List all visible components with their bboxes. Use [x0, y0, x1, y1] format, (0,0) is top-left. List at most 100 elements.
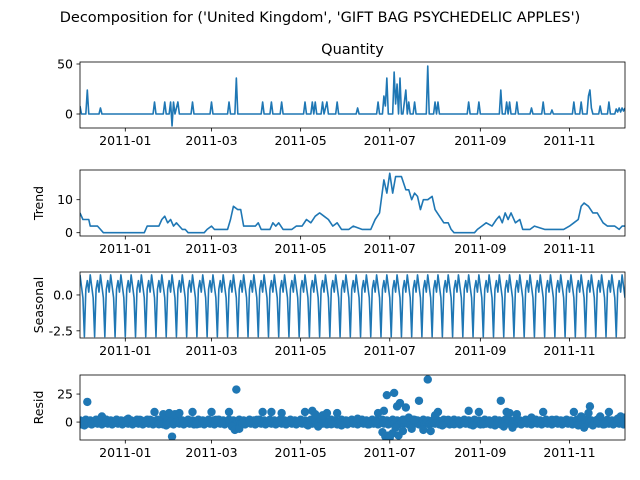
- resid-point: [267, 407, 276, 417]
- seasonal-xtick-label: 2011-11: [543, 343, 595, 358]
- resid-point: [258, 407, 267, 417]
- resid-point: [569, 407, 579, 417]
- observed-xtick-label: 2011-01: [99, 133, 151, 148]
- observed-ytick-label: 0: [65, 107, 73, 122]
- resid-point: [175, 408, 184, 418]
- resid-point: [496, 396, 505, 405]
- seasonal-xtick-label: 2011-01: [99, 343, 151, 358]
- resid-point: [322, 408, 332, 418]
- resid-point: [438, 421, 447, 430]
- resid-point: [410, 415, 419, 425]
- resid-point: [198, 416, 207, 426]
- resid-point: [444, 415, 453, 425]
- resid-ylabel: Resid: [31, 391, 46, 425]
- trend-xtick-label: 2011-09: [454, 241, 506, 256]
- resid-ytick-label: 25: [57, 387, 73, 402]
- resid-point: [188, 407, 197, 417]
- resid-point: [512, 410, 522, 419]
- trend-ylabel: Trend: [31, 186, 46, 221]
- resid-point: [620, 413, 625, 422]
- resid-point: [433, 407, 443, 417]
- resid-point: [533, 417, 542, 427]
- figure-suptitle: Decomposition for ('United Kingdom', 'GI…: [60, 10, 581, 26]
- resid-point: [124, 414, 133, 423]
- trend-data-group: [80, 172, 625, 234]
- resid-point: [499, 422, 508, 431]
- trend-xtick-label: 2011-05: [275, 241, 327, 256]
- panel-resid: 0 25 2011-01 2011-03 2011-05 2011-07 2011-09 20…: [31, 374, 626, 460]
- seasonal-data-group: [80, 274, 625, 338]
- resid-point: [162, 421, 171, 430]
- resid-point: [398, 426, 408, 436]
- resid-point: [401, 403, 411, 412]
- observed-xtick-label: 2011-07: [364, 133, 416, 148]
- resid-point: [332, 408, 342, 418]
- resid-point: [584, 408, 593, 418]
- resid-point: [232, 385, 241, 394]
- observed-series-line: [80, 65, 625, 127]
- trend-xtick-label: 2011-01: [99, 241, 151, 256]
- observed-panel-title: Quantity: [321, 42, 384, 58]
- seasonal-ylabel: Seasonal: [31, 277, 46, 334]
- resid-point: [252, 415, 261, 425]
- resid-point: [565, 418, 574, 428]
- resid-point: [505, 408, 514, 418]
- observed-xtick-label: 2011-05: [275, 133, 327, 148]
- seasonal-xtick-label: 2011-09: [454, 343, 506, 358]
- resid-xtick-label: 2011-01: [99, 445, 151, 460]
- seasonal-xtick-label: 2011-07: [364, 343, 416, 358]
- resid-point: [426, 426, 435, 436]
- resid-point: [80, 421, 89, 430]
- observed-data-group: [80, 65, 625, 127]
- trend-xtick-label: 2011-11: [543, 241, 595, 256]
- resid-point: [419, 425, 428, 435]
- seasonal-series-line: [80, 274, 625, 338]
- resid-point: [538, 407, 548, 417]
- resid-point: [468, 421, 478, 430]
- resid-point: [293, 418, 302, 428]
- panel-trend: 0 10 2011-01 2011-03 2011-05 2011-07 2011-09 20…: [31, 169, 626, 256]
- resid-point: [179, 418, 188, 428]
- resid-point: [585, 402, 595, 411]
- resid-point: [154, 420, 164, 429]
- resid-point: [423, 375, 432, 384]
- resid-xtick-label: 2011-07: [364, 445, 416, 460]
- resid-point: [207, 407, 216, 417]
- trend-ytick-label: 10: [57, 192, 73, 207]
- resid-point: [311, 410, 320, 419]
- resid-point: [300, 407, 310, 417]
- observed-xtick-label: 2011-09: [454, 133, 506, 148]
- resid-point: [273, 417, 282, 427]
- trend-series-line: [80, 172, 625, 234]
- resid-point: [389, 388, 399, 398]
- resid-point: [460, 418, 469, 428]
- resid-point: [595, 412, 605, 421]
- panel-observed: 0 50 2011-01 2011-03 2011-05 2011-07 2011-09 20…: [57, 42, 626, 148]
- resid-point: [167, 432, 177, 440]
- seasonal-ytick-label: -2.5: [49, 323, 73, 338]
- resid-point: [576, 412, 586, 421]
- resid-point: [145, 415, 155, 425]
- resid-point: [604, 407, 614, 417]
- resid-point: [224, 407, 234, 417]
- observed-xtick-label: 2011-11: [543, 133, 595, 148]
- resid-point: [277, 408, 286, 418]
- resid-point: [237, 418, 247, 428]
- seasonal-xtick-label: 2011-05: [275, 343, 327, 358]
- resid-point: [395, 398, 405, 408]
- resid-point: [150, 407, 159, 417]
- trend-xtick-label: 2011-03: [185, 241, 237, 256]
- resid-point: [464, 406, 473, 416]
- resid-point: [379, 406, 389, 416]
- observed-xtick-label: 2011-03: [185, 133, 237, 148]
- seasonal-ytick-label: 0.0: [53, 287, 73, 302]
- seasonal-xtick-label: 2011-03: [185, 343, 237, 358]
- resid-axes-frame: [79, 374, 626, 441]
- resid-xtick-label: 2011-03: [185, 445, 237, 460]
- resid-point: [303, 421, 313, 430]
- panels-group: 0 50 2011-01 2011-03 2011-05 2011-07 2011-09 20…: [31, 42, 626, 460]
- resid-point: [600, 420, 609, 429]
- resid-point: [83, 397, 92, 407]
- resid-xtick-label: 2011-09: [454, 445, 506, 460]
